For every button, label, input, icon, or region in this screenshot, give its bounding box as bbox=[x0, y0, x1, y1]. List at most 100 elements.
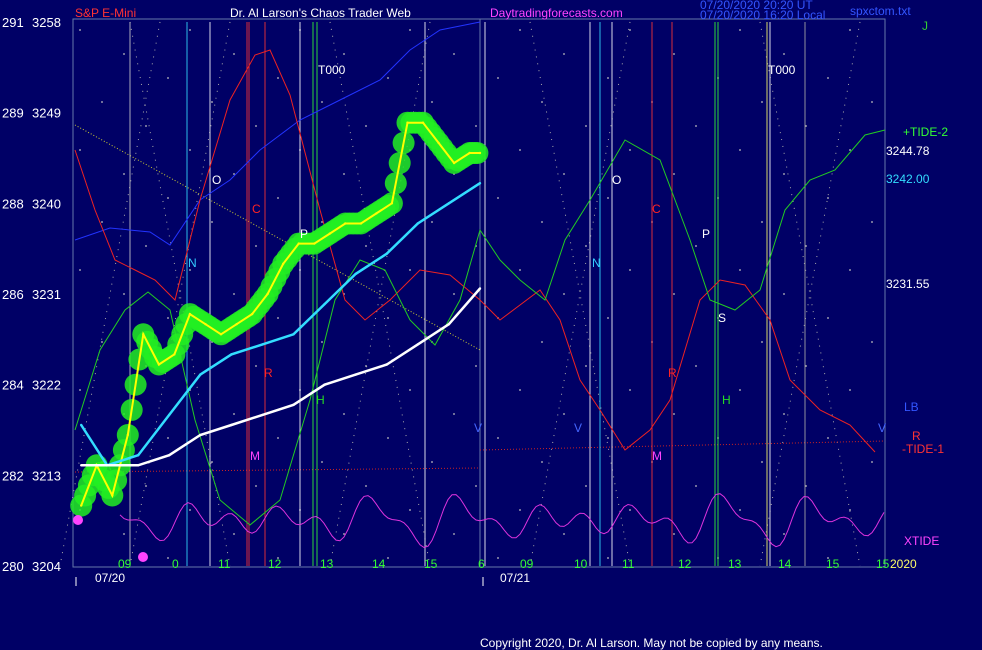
cyan-moving-average-point bbox=[354, 272, 357, 276]
grid-dot bbox=[431, 461, 433, 463]
grid-dot bbox=[387, 317, 389, 319]
grid-dot bbox=[101, 341, 103, 343]
price-line-point bbox=[328, 232, 331, 235]
grid-dot bbox=[805, 485, 807, 487]
price-line-point bbox=[421, 121, 425, 124]
grid-dot bbox=[761, 461, 763, 463]
grid-dot bbox=[431, 101, 433, 103]
grid-dot bbox=[519, 269, 521, 271]
cyan-moving-average-point bbox=[168, 413, 171, 417]
cyan-moving-average-point bbox=[80, 423, 83, 427]
grid-dot bbox=[475, 365, 477, 367]
grid-dot bbox=[365, 485, 367, 487]
grid-dot bbox=[629, 269, 631, 271]
white-moving-average-point bbox=[323, 383, 326, 386]
grid-dot bbox=[849, 389, 851, 391]
grid-dot bbox=[541, 461, 543, 463]
label-price-a: 3244.78 bbox=[886, 144, 930, 158]
annotation-h: H bbox=[316, 393, 325, 407]
grid-dot bbox=[79, 269, 81, 271]
grid-dot bbox=[563, 293, 565, 295]
price-line-point bbox=[406, 121, 409, 124]
annotation-c: C bbox=[252, 202, 261, 216]
grid-dot bbox=[563, 53, 565, 55]
y-tick-outer: 289 bbox=[2, 106, 24, 121]
grid-dot bbox=[343, 53, 345, 55]
grid-dot bbox=[409, 269, 411, 271]
grid-dot bbox=[519, 29, 521, 31]
label-tide-minus: -TIDE-1 bbox=[902, 442, 944, 456]
grid-dot bbox=[739, 29, 741, 31]
grid-dot bbox=[849, 269, 851, 271]
grid-dot bbox=[783, 173, 785, 175]
price-line-point bbox=[468, 151, 471, 155]
grid-dot bbox=[277, 557, 279, 559]
x-tick-day1: 11 bbox=[218, 557, 231, 571]
grid-dot bbox=[123, 173, 125, 175]
grid-dot bbox=[519, 509, 521, 511]
label-r: R bbox=[912, 429, 921, 443]
annotation-r: R bbox=[264, 366, 273, 380]
annotation-c: C bbox=[652, 202, 661, 216]
grid-dot bbox=[189, 29, 191, 31]
grid-dot bbox=[409, 389, 411, 391]
label-xtide: XTIDE bbox=[904, 534, 939, 548]
annotation-o: O bbox=[612, 173, 621, 187]
tide-level-line bbox=[74, 467, 481, 473]
annotation-v: V bbox=[474, 421, 482, 435]
x-tick-day2: 13 bbox=[728, 557, 742, 571]
grid-dot bbox=[805, 245, 807, 247]
cyan-moving-average-point bbox=[416, 222, 419, 225]
white-moving-average bbox=[81, 287, 481, 467]
price-line-point bbox=[235, 323, 238, 326]
y-axis-labels: 291 3258 289 3249 288 3240 286 3231 284 3222 282 32… bbox=[2, 15, 61, 574]
grid-dot bbox=[255, 125, 257, 127]
cyan-moving-average bbox=[80, 182, 481, 467]
grid-dot bbox=[673, 413, 675, 415]
grid-dots bbox=[59, 21, 886, 567]
x-tick-day2: 09 bbox=[520, 557, 534, 571]
grid-dot bbox=[783, 533, 785, 535]
grid-dot bbox=[189, 149, 191, 151]
grid-dot bbox=[783, 53, 785, 55]
copyright-notice: Copyright 2020, Dr. Al Larson. May not b… bbox=[480, 636, 823, 650]
grid-dot bbox=[453, 53, 455, 55]
white-moving-average-point bbox=[354, 373, 357, 376]
xtide-curve bbox=[119, 493, 885, 549]
grid-dot bbox=[673, 173, 675, 175]
y-tick-inner: 3240 bbox=[32, 196, 61, 211]
y-tick-inner: 3222 bbox=[32, 378, 61, 393]
grid-dot bbox=[255, 245, 257, 247]
grid-dot bbox=[167, 437, 169, 439]
grid-dot bbox=[167, 557, 169, 559]
cyan-moving-average-point bbox=[447, 202, 451, 205]
grid-dot bbox=[145, 485, 147, 487]
grid-dot bbox=[783, 413, 785, 415]
label-price-c: 3231.55 bbox=[886, 277, 930, 291]
grid-dot bbox=[233, 413, 235, 415]
data-filename: spxctom.txt bbox=[850, 4, 911, 18]
grid-dot bbox=[827, 317, 829, 319]
x-tick-day1: 12 bbox=[268, 557, 282, 571]
grid-dot bbox=[497, 437, 499, 439]
annotation-m: M bbox=[652, 449, 662, 463]
annotation-v: V bbox=[574, 421, 582, 435]
grid-dot bbox=[387, 437, 389, 439]
cyan-moving-average-point bbox=[385, 252, 388, 255]
annotation-t000: T000 bbox=[768, 63, 796, 77]
grid-dot bbox=[101, 221, 103, 223]
cyan-moving-average-point bbox=[261, 343, 264, 346]
y-tick-outer: 288 bbox=[2, 196, 24, 211]
price-line-point bbox=[80, 504, 83, 507]
grid-dot bbox=[189, 509, 191, 511]
grid-dot bbox=[145, 125, 147, 127]
grid-dot bbox=[123, 53, 125, 55]
grid-dot bbox=[211, 221, 213, 223]
grid-dot bbox=[321, 101, 323, 103]
grid-dot bbox=[871, 221, 873, 223]
grid-dot bbox=[475, 125, 477, 127]
cyan-moving-average-point bbox=[137, 454, 140, 457]
x-tick-day1: 0 bbox=[172, 557, 179, 571]
grid-dot bbox=[849, 29, 851, 31]
